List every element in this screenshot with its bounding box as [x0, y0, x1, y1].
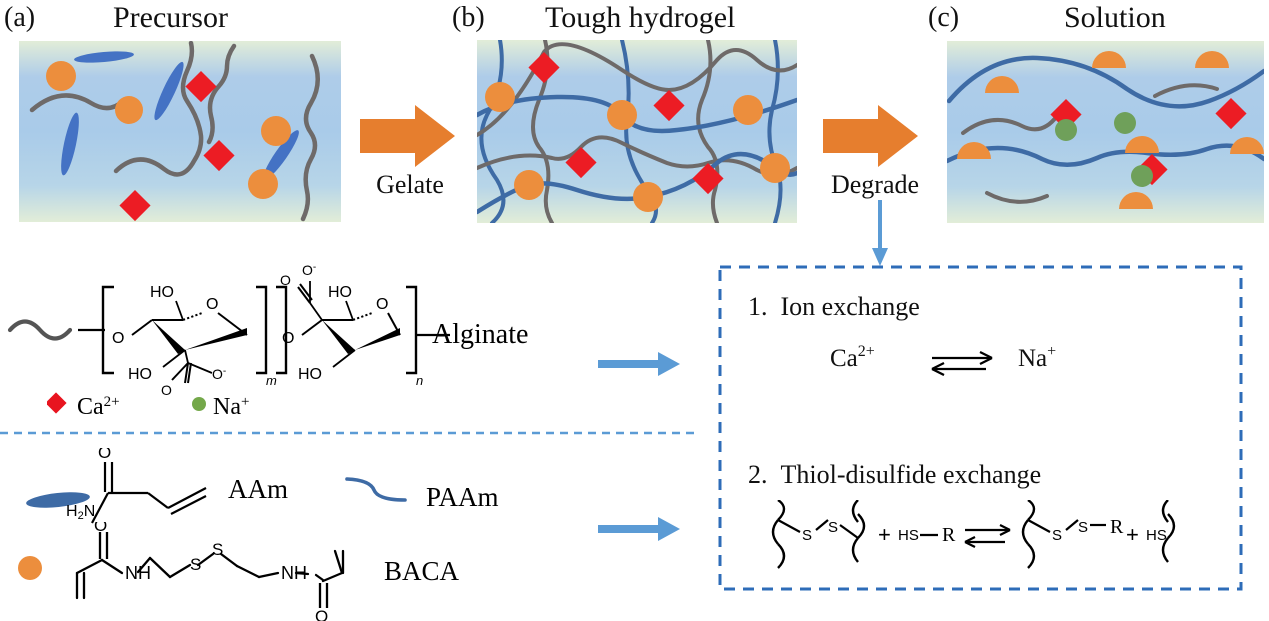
- svg-text:m: m: [266, 373, 277, 388]
- svg-text:Na+: Na+: [213, 394, 249, 420]
- svg-text:NH: NH: [125, 563, 151, 583]
- svg-text:O-: O-: [212, 366, 226, 382]
- svg-text:HS: HS: [898, 527, 919, 544]
- svg-text:HO: HO: [128, 366, 152, 383]
- svg-text:H2N: H2N: [66, 503, 95, 522]
- svg-text:S: S: [212, 540, 223, 559]
- svg-text:S: S: [1078, 519, 1088, 536]
- svg-text:S: S: [828, 519, 838, 536]
- svg-text:PAAm: PAAm: [426, 482, 499, 512]
- svg-text:BACA: BACA: [384, 556, 460, 586]
- svg-text:O: O: [315, 607, 328, 621]
- svg-text:n: n: [416, 373, 423, 388]
- svg-text:HS: HS: [1146, 527, 1167, 544]
- svg-text:+: +: [1126, 522, 1139, 547]
- svg-text:HO: HO: [298, 366, 322, 383]
- svg-text:O: O: [282, 330, 294, 347]
- svg-text:R: R: [1110, 516, 1124, 538]
- svg-text:S: S: [802, 527, 812, 544]
- svg-text:NH: NH: [281, 563, 307, 583]
- svg-text:HO: HO: [150, 284, 174, 301]
- svg-text:O: O: [206, 296, 218, 313]
- svg-text:S: S: [1052, 527, 1062, 544]
- svg-text:AAm: AAm: [228, 474, 288, 504]
- svg-text:O: O: [98, 448, 111, 462]
- svg-text:Ca2+: Ca2+: [77, 394, 120, 420]
- svg-text:O: O: [112, 330, 124, 347]
- svg-text:R: R: [942, 524, 956, 546]
- svg-text:Alginate: Alginate: [432, 319, 528, 350]
- svg-text:+: +: [878, 522, 891, 547]
- svg-text:O: O: [280, 272, 291, 288]
- svg-text:O-: O-: [302, 262, 316, 278]
- svg-text:O: O: [376, 296, 388, 313]
- svg-text:S: S: [190, 555, 201, 574]
- svg-text:HO: HO: [328, 284, 352, 301]
- svg-text:O: O: [94, 522, 107, 535]
